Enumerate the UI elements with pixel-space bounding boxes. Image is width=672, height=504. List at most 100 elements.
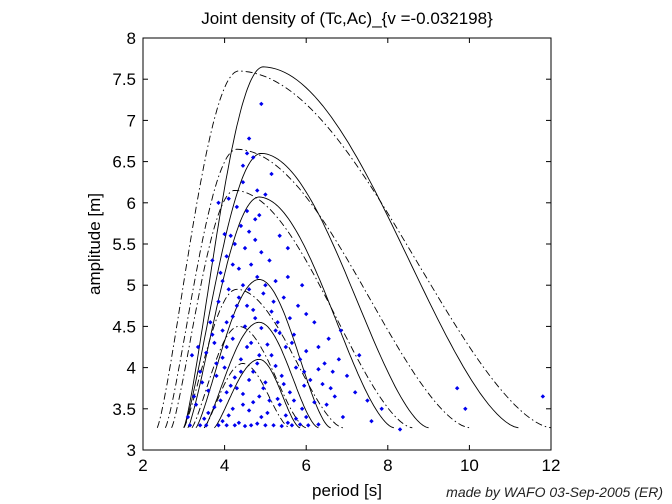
scatter-point	[199, 380, 205, 385]
scatter-point	[216, 200, 221, 205]
contour-solid	[214, 358, 301, 429]
scatter-point	[295, 303, 301, 308]
scatter-point	[197, 369, 203, 374]
scatter-point	[214, 373, 219, 379]
scatter-point	[236, 266, 242, 271]
scatter-point	[263, 423, 268, 428]
scatter-point	[340, 414, 346, 420]
y-tick-label: 5.5	[112, 235, 136, 254]
scatter-point	[273, 328, 278, 333]
scatter-point	[279, 373, 284, 379]
contour-solid	[203, 321, 319, 429]
scatter-point	[338, 328, 344, 333]
scatter-point	[253, 237, 258, 243]
scatter-point	[301, 383, 307, 388]
scatter-point	[248, 423, 254, 428]
scatter-point	[397, 427, 403, 432]
y-tick-label: 3	[127, 441, 136, 460]
scatter-point	[357, 353, 362, 358]
scatter-point	[277, 402, 282, 407]
scatter-point	[224, 423, 229, 428]
plot-background	[143, 38, 551, 450]
scatter-point	[267, 398, 272, 403]
credit-text: made by WAFO 03-Sep-2005 (ER)	[446, 484, 663, 500]
y-axis-label: amplitude [m]	[85, 193, 104, 295]
scatter-point	[271, 423, 276, 428]
scatter-point	[234, 204, 240, 210]
scatter-point	[248, 340, 254, 346]
scatter-point	[216, 299, 221, 304]
contour-dashdot	[171, 189, 413, 429]
y-tick-label: 6.5	[112, 153, 136, 172]
scatter-point	[369, 418, 374, 424]
scatter-point	[265, 410, 270, 416]
scatter-point	[277, 233, 282, 238]
scatter-point	[304, 311, 309, 317]
scatter-point	[230, 314, 235, 319]
contour-dashdot	[164, 148, 470, 429]
scatter-point	[275, 320, 280, 325]
scatter-point	[226, 287, 231, 292]
contour-dashdot	[183, 288, 344, 429]
scatter-point	[242, 324, 248, 329]
scatter-point	[259, 414, 264, 420]
scatter-point	[365, 398, 370, 403]
x-tick-label: 2	[138, 456, 147, 475]
scatter-point	[271, 299, 276, 304]
scatter-point	[220, 418, 225, 424]
scatter-point	[250, 155, 256, 160]
scatter-point	[232, 241, 237, 247]
scatter-point	[230, 336, 235, 341]
scatter-point	[214, 361, 219, 366]
scatter-point	[267, 258, 272, 263]
scatter-point	[246, 408, 252, 413]
contour-dashdot	[156, 70, 552, 429]
scatter-point	[263, 192, 268, 197]
y-tick-label: 4.5	[112, 317, 136, 336]
y-tick-label: 7	[127, 111, 136, 130]
scatter-point	[246, 287, 252, 292]
scatter-point	[273, 363, 278, 369]
scatter-point	[224, 320, 229, 325]
scatter-point	[261, 386, 266, 391]
y-tick-label: 7.5	[112, 70, 136, 89]
scatter-point	[255, 188, 260, 193]
scatter-point	[279, 423, 284, 429]
scatter-point	[234, 386, 240, 391]
scatter-point	[285, 420, 291, 426]
scatter-point	[238, 357, 244, 362]
x-tick-label: 10	[460, 456, 479, 475]
scatter-point	[232, 375, 237, 380]
scatter-point	[250, 400, 256, 405]
scatter-point	[297, 422, 303, 427]
scatter-point	[285, 245, 291, 251]
scatter-point	[220, 278, 225, 284]
scatter-point	[283, 344, 288, 350]
x-axis-label: period [s]	[312, 481, 382, 500]
scatter-point	[285, 274, 291, 280]
scatter-point	[336, 357, 342, 362]
y-tick-label: 8	[127, 29, 136, 48]
scatter-point	[224, 390, 229, 395]
scatter-point	[244, 151, 250, 156]
scatter-point	[283, 413, 288, 418]
scatter-point	[281, 295, 286, 300]
scatter-point	[263, 283, 268, 288]
scatter-point	[287, 390, 293, 395]
contour-solid	[183, 152, 429, 429]
scatter-point	[253, 217, 258, 222]
scatter-point	[191, 394, 197, 399]
scatter-point	[206, 410, 211, 416]
contour-layer	[156, 66, 552, 429]
x-tick-label: 12	[542, 456, 561, 475]
y-tick-label: 3.5	[112, 400, 136, 419]
scatter-point	[206, 388, 211, 393]
scatter-point	[185, 414, 191, 420]
scatter-point	[316, 367, 321, 372]
scatter-point	[308, 377, 313, 383]
scatter-point	[257, 212, 262, 218]
scatter-point	[293, 416, 299, 421]
contour-dashdot	[203, 363, 291, 429]
scatter-point	[238, 369, 244, 374]
